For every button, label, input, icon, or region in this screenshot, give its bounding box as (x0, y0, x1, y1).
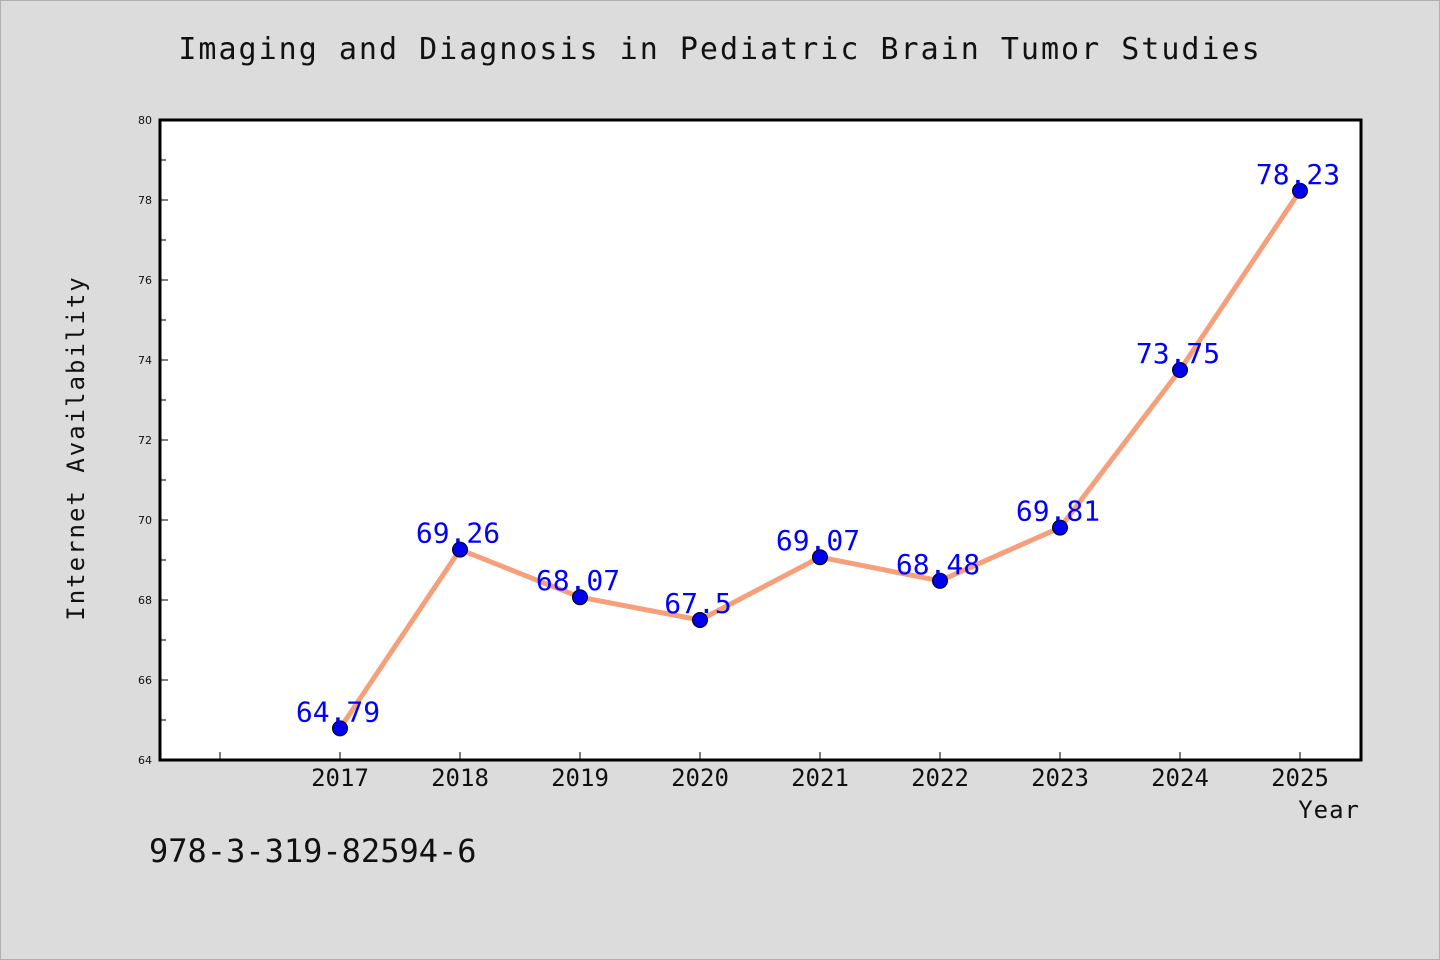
y-tick-label: 80 (138, 114, 152, 127)
data-point (332, 720, 348, 737)
y-tick-label: 64 (138, 754, 152, 767)
x-tick-label: 2018 (431, 764, 489, 792)
y-tick-label: 76 (138, 274, 152, 287)
y-tick-label: 70 (138, 514, 152, 527)
data-point (692, 612, 708, 628)
data-label: 78.23 (1256, 158, 1340, 191)
y-tick-label: 78 (138, 194, 152, 207)
data-point (452, 541, 468, 558)
data-point (572, 589, 588, 606)
x-tick-label: 2021 (791, 764, 849, 792)
data-point (1172, 362, 1188, 378)
x-tick-label: 2025 (1271, 764, 1329, 792)
y-tick-label: 72 (138, 434, 152, 447)
y-tick-label: 74 (138, 354, 152, 367)
plot-area (158, 118, 1363, 762)
data-label: 67.5 (664, 587, 731, 620)
y-tick-label: 66 (138, 674, 152, 687)
data-point (1052, 519, 1068, 536)
chart-title: Imaging and Diagnosis in Pediatric Brain… (178, 32, 1262, 67)
data-point (1292, 182, 1308, 199)
data-label: 69.81 (1016, 495, 1100, 528)
x-tick-label: 2020 (671, 764, 729, 792)
x-tick-label: 2022 (911, 764, 969, 792)
data-label: 73.75 (1136, 337, 1220, 370)
data-point (812, 549, 828, 566)
x-tick-label: 2024 (1151, 764, 1209, 792)
isbn-footnote: 978-3-319-82594-6 (149, 832, 477, 870)
data-label: 69.26 (416, 517, 500, 550)
data-point (932, 572, 948, 589)
x-axis-label: Year (1298, 796, 1360, 824)
x-tick-label: 2019 (551, 764, 609, 792)
data-label: 69.07 (776, 524, 860, 557)
data-label: 68.07 (536, 564, 620, 597)
data-label: 64.79 (296, 695, 380, 728)
x-tick-label: 2017 (311, 764, 369, 792)
y-tick-label: 68 (138, 594, 152, 607)
x-tick-label: 2023 (1031, 764, 1089, 792)
data-label: 68.48 (896, 548, 980, 581)
